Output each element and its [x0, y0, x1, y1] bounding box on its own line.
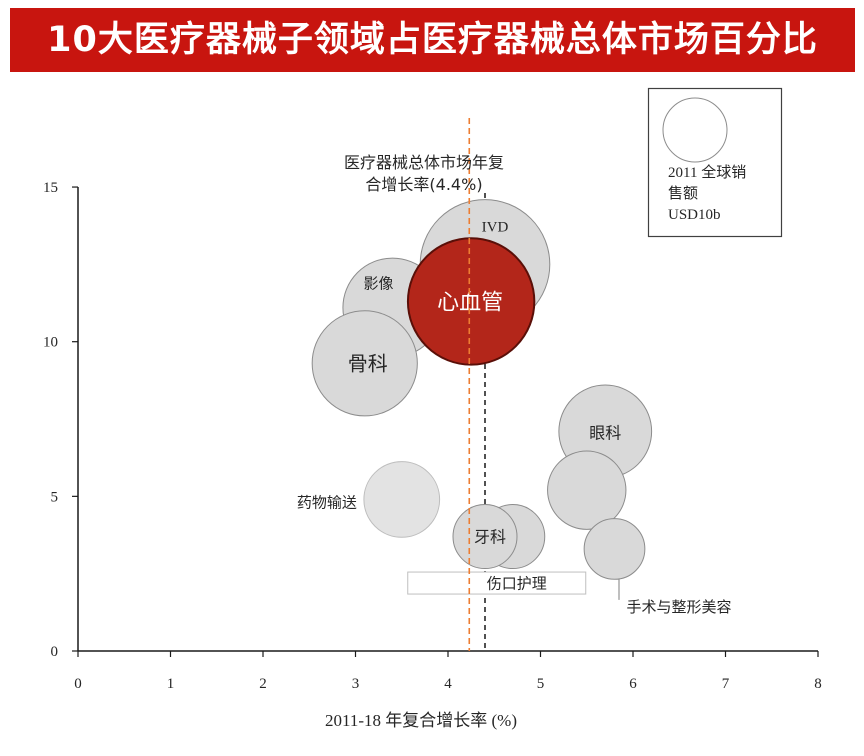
- size-legend: 2011 全球销 售额 USD10b: [647, 87, 783, 238]
- x-tick-label: 7: [722, 676, 730, 692]
- annotation-line-2: 合增长率(4.4%): [365, 175, 482, 194]
- bubble-unlabeled: [547, 450, 627, 530]
- x-tick-label: 3: [352, 676, 360, 692]
- bubble-orthopedics: [311, 310, 418, 417]
- page-title: 10大医疗器械子领域占医疗器械总体市场百分比: [47, 20, 818, 60]
- bubble-drug-delivery: [363, 461, 441, 538]
- legend-text-line-2: 售额: [668, 185, 698, 202]
- y-tick-label: 5: [51, 489, 59, 505]
- legend-text-line-3: USD10b: [668, 207, 721, 223]
- y-tick-label: 0: [51, 644, 59, 660]
- y-tick-label: 10: [43, 335, 58, 351]
- label-drug-delivery: 药物输送: [297, 493, 357, 511]
- label-surgery-plastic: 手术与整形美容: [626, 598, 731, 616]
- legend-bubble: [662, 97, 728, 163]
- axes: 0 1 2 3 4 5 6 7 8 0 5 10 15: [43, 180, 822, 692]
- label-wound-care: 伤口护理: [487, 575, 547, 593]
- x-tick-label: 1: [167, 676, 175, 692]
- annotation-line-1: 医疗器械总体市场年复: [344, 153, 504, 172]
- x-tick-label: 0: [74, 676, 82, 692]
- x-tick-label: 5: [537, 676, 545, 692]
- label-orthopedics: 骨科: [348, 351, 388, 375]
- x-tick-label: 6: [629, 676, 637, 692]
- legend-bubble-group: [662, 97, 728, 163]
- label-imaging: 影像: [363, 275, 393, 293]
- y-tick-label: 15: [43, 180, 58, 196]
- label-dental: 牙科: [474, 528, 506, 547]
- label-ivd: IVD: [482, 219, 509, 235]
- legend-text-line-1: 2011 全球销: [668, 163, 746, 181]
- x-axis-title: 2011-18 年复合增长率 (%): [325, 711, 517, 730]
- x-tick-label: 2: [259, 676, 267, 692]
- label-box-wound-care: [407, 571, 587, 595]
- bubble-cardiovascular: [406, 237, 536, 366]
- title-banner: 10大医疗器械子领域占医疗器械总体市场百分比: [10, 8, 855, 72]
- x-tick-label: 8: [814, 676, 822, 692]
- bubbles: [311, 199, 653, 580]
- label-ophthalmology: 眼科: [589, 423, 621, 442]
- market-cagr-annotation: 医疗器械总体市场年复 合增长率(4.4%): [344, 153, 504, 194]
- label-cardiovascular: 心血管: [437, 290, 503, 315]
- bubble-surgery-plastic: [583, 518, 646, 580]
- x-tick-label: 4: [444, 676, 452, 692]
